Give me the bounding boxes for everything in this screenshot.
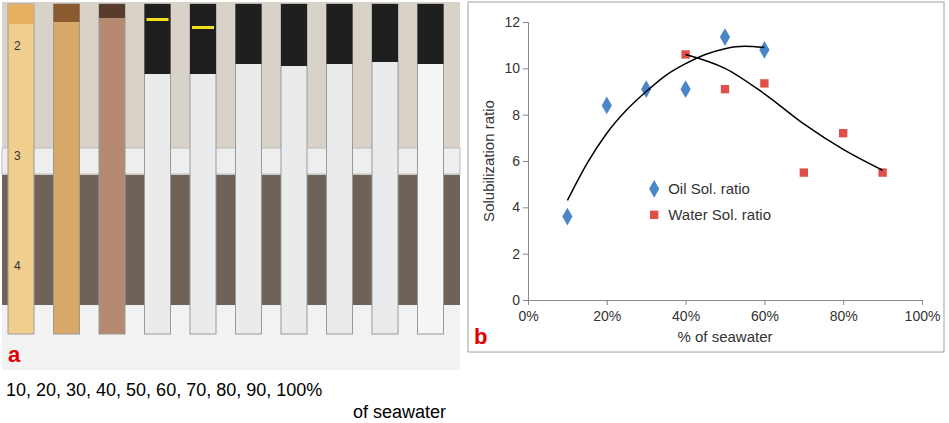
tube-lower [281,4,307,334]
legend-swatch [649,180,659,198]
y-tick: 6 [512,153,528,169]
trend-line [567,46,764,200]
caption: 10, 20, 30, 40, 50, 60, 70, 80, 90, 100% [6,380,322,400]
y-tick-label: 0 [512,292,520,308]
tube-scale-label: 4 [14,259,21,273]
y-tick-label: 4 [512,199,520,215]
legend-label: Water Sol. ratio [668,206,771,223]
tube-upper [236,4,262,64]
photo-panel: 2 3 4 a [2,2,460,370]
data-point [759,41,769,59]
tube-lower [372,4,398,334]
tube-upper [418,4,444,64]
x-tick: 80% [830,300,858,324]
legend: Oil Sol. ratio Water Sol. ratio [649,180,771,223]
x-tick-label: 40% [672,308,700,324]
tube-upper [372,4,398,62]
tube-lower [190,4,216,334]
x-tick-mark [843,300,844,305]
trend-line [686,54,883,170]
data-point [839,129,847,137]
y-axis: 0 2 4 6 8 10 12 [504,14,528,308]
data-point [562,208,572,226]
y-tick-mark [523,22,528,23]
y-tick: 12 [504,14,528,30]
tube-lower [236,4,262,334]
x-tick-mark [607,300,608,305]
x-tick: 20% [593,300,621,324]
tube-upper [8,4,34,24]
data-point [760,79,768,87]
tube-lower [8,4,34,334]
x-tick-mark [686,300,687,305]
tube-upper [145,4,171,74]
interface-mark [147,18,169,21]
y-tick-label: 8 [512,107,520,123]
tube-lower [145,4,171,334]
y-tick-mark [523,254,528,255]
photo-background [2,2,460,370]
y-tick-mark [523,300,528,301]
y-tick: 0 [512,292,528,308]
tube-upper [54,4,80,22]
interface-mark [192,26,214,29]
legend-label: Oil Sol. ratio [668,180,750,197]
figure: 2 3 4 a 10, 20, 30, 40, 50, 60, 70, 80, 90, … [0,0,949,423]
x-axis: 0% 20% 40% 60% 80% 100% [518,300,940,324]
x-tick-label: 80% [830,308,858,324]
x-tick-label: 60% [751,308,779,324]
tube-scale-label: 3 [14,149,21,163]
y-tick: 10 [504,60,528,76]
x-tick-mark [922,300,923,305]
y-tick-mark [523,207,528,208]
x-tick: 40% [672,300,700,324]
y-axis-title: Solubilization ratio [480,100,497,222]
tube-scale-label: 2 [14,39,21,53]
tube-upper [99,4,125,18]
x-axis-line [529,301,923,306]
y-tick-label: 6 [512,153,520,169]
legend-swatch [650,211,658,219]
data-point [681,80,691,98]
y-tick: 4 [512,199,528,215]
x-axis-title: % of seawater [677,328,772,345]
legend-item: Oil Sol. ratio [649,180,750,198]
y-axis-line [523,23,529,301]
y-tick-label: 10 [504,60,520,76]
y-tick-label: 2 [512,246,520,262]
caption: of seawater [353,402,446,422]
tube-lower [327,4,353,334]
legend-item: Water Sol. ratio [650,206,771,223]
tube-lower [54,4,80,334]
y-tick-mark [523,161,528,162]
x-tick-label: 20% [593,308,621,324]
tube-upper [190,4,216,74]
x-tick-mark [764,300,765,305]
data-point [721,85,729,93]
y-tick: 2 [512,246,528,262]
tube-lower [418,4,444,334]
y-tick: 8 [512,107,528,123]
tube-upper [281,4,307,66]
x-tick-label: 0% [518,308,538,324]
data-point [720,28,730,46]
x-tick: 60% [751,300,779,324]
data-point [800,168,808,176]
x-tick: 100% [905,300,941,324]
panel-frame [468,2,944,352]
x-tick: 0% [518,300,538,324]
y-tick-label: 12 [504,14,520,30]
tube-lower [99,4,125,334]
panel-label: a [8,342,21,367]
y-tick-mark [523,68,528,69]
panel-label: b [474,324,487,349]
data-point [602,97,612,115]
y-tick-mark [523,115,528,116]
tube-upper [327,4,353,64]
plot-area [562,28,886,225]
x-tick-label: 100% [905,308,941,324]
